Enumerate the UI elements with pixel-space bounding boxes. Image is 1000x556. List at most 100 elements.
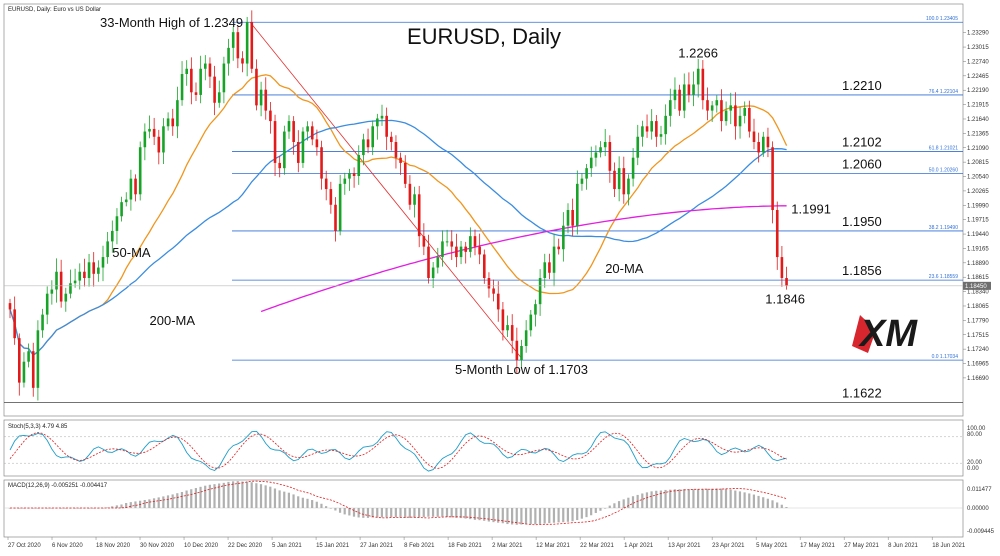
price-tick-label: 1.16690 xyxy=(967,376,989,382)
candles xyxy=(8,10,788,401)
price-tick-label: 1.18065 xyxy=(967,304,989,310)
candle-body xyxy=(669,100,672,116)
macd-histogram-bar xyxy=(232,481,235,508)
candle-body xyxy=(608,142,612,171)
macd-histogram-bar xyxy=(264,485,267,508)
candle-body xyxy=(129,178,133,200)
time-tick-label: 6 Nov 2020 xyxy=(52,543,83,549)
time-tick-label: 27 Jan 2021 xyxy=(360,543,394,549)
candle-body xyxy=(715,100,719,106)
candle-body xyxy=(250,22,254,69)
macd-histogram-bar xyxy=(762,497,765,508)
macd-histogram-bar xyxy=(227,481,230,508)
candle-body xyxy=(227,47,230,64)
price-tick-label: 1.18340 xyxy=(967,290,989,296)
candle-body xyxy=(269,110,272,122)
candle-body xyxy=(548,262,551,273)
macd-histogram-bar xyxy=(785,507,788,508)
price-tick-label: 1.17515 xyxy=(967,333,989,339)
macd-histogram-bar xyxy=(617,501,621,508)
candle-body xyxy=(780,257,784,278)
macd-histogram-bar xyxy=(511,508,514,525)
macd-histogram-bar xyxy=(562,508,565,523)
time-tick-label: 1 Apr 2021 xyxy=(624,543,654,549)
candle-body xyxy=(208,63,212,77)
level-value-label: 1.1856 xyxy=(842,263,882,278)
candle-body xyxy=(134,178,137,195)
candle-body xyxy=(775,210,779,258)
macd-histogram-bar xyxy=(50,508,53,509)
xm-logo-mark xyxy=(852,315,876,353)
stoch-tick-label: 80.00 xyxy=(967,432,983,438)
candle-body xyxy=(166,118,170,127)
candle-body xyxy=(585,168,588,179)
time-tick-label: 5 Jan 2021 xyxy=(272,543,302,549)
time-tick-label: 23 Apr 2021 xyxy=(712,543,745,549)
candle-body xyxy=(673,89,677,101)
macd-histogram-bar xyxy=(269,486,272,508)
chart-annotation: 50-MA xyxy=(112,245,151,260)
candle-body xyxy=(83,271,86,278)
macd-histogram-bar xyxy=(664,489,667,508)
candle-body xyxy=(566,210,570,226)
price-axis: 1.23290 1.23015 1.22740 1.22465 1.22190 1.219… xyxy=(4,31,991,382)
candle-body xyxy=(445,241,449,243)
stoch-label: Stoch(5,3,3) 4.79 4.85 xyxy=(8,424,68,430)
price-tick-label: 1.16965 xyxy=(967,362,989,368)
candle-body xyxy=(13,309,16,339)
macd-histogram-bar xyxy=(134,501,137,508)
macd-histogram-bar xyxy=(78,508,81,509)
candle-body xyxy=(101,257,105,268)
candle-body xyxy=(78,271,82,281)
macd-histogram-bar xyxy=(580,508,583,519)
macd-histogram-bar xyxy=(520,508,523,525)
stoch-tick-label: 20.00 xyxy=(967,460,983,466)
candle-body xyxy=(45,293,49,315)
time-tick-label: 27 May 2021 xyxy=(844,543,879,549)
macd-tick-label: 0.00000 xyxy=(967,506,989,512)
candle-body xyxy=(515,340,519,361)
time-tick-label: 8 Feb 2021 xyxy=(404,543,435,549)
candle-body xyxy=(524,330,528,346)
candle-body xyxy=(310,126,314,140)
macd-histogram-bar xyxy=(399,508,402,518)
current-price-box xyxy=(963,281,991,290)
candle-body xyxy=(413,194,416,205)
candle-body xyxy=(59,271,63,302)
candle-body xyxy=(510,325,514,341)
macd-histogram-bar xyxy=(720,488,723,508)
candle-body xyxy=(138,147,142,195)
macd-histogram-bar xyxy=(534,508,537,525)
candle-body xyxy=(301,131,305,163)
candle-body xyxy=(496,293,500,310)
candle-body xyxy=(31,351,35,388)
level-value-label: 1.2210 xyxy=(842,78,882,93)
fib-level-label: 23.6 1.18559 xyxy=(929,274,958,280)
macd-histogram-bar xyxy=(390,508,393,518)
time-tick-label: 18 Nov 2020 xyxy=(96,543,131,549)
price-tick-label: 1.20815 xyxy=(967,160,989,166)
macd-histogram-bar xyxy=(729,489,732,508)
macd-histogram-bar xyxy=(780,504,783,508)
fib-level-label: 0.0 1.17034 xyxy=(932,354,959,360)
macd-histogram-bar xyxy=(604,508,607,509)
candle-body xyxy=(185,68,188,74)
macd-histogram-bar xyxy=(427,508,430,517)
macd-histogram-bar xyxy=(92,508,95,509)
candle-body xyxy=(176,100,179,127)
candle-body xyxy=(41,314,44,331)
price-tick-label: 1.19165 xyxy=(967,246,989,252)
macd-indicator: 0.011477 0.00000 -0.009445 xyxy=(4,480,995,535)
candle-body xyxy=(87,262,91,278)
macd-histogram-bar xyxy=(208,484,211,508)
macd-histogram-bar xyxy=(106,507,109,509)
price-tick-label: 1.21915 xyxy=(967,103,989,109)
macd-histogram-bar xyxy=(422,508,425,518)
macd-histogram-bar xyxy=(622,499,625,508)
candle-body xyxy=(562,225,565,250)
candle-body xyxy=(720,100,723,122)
price-tick-label: 1.21090 xyxy=(967,146,989,152)
candle-body xyxy=(655,121,658,137)
